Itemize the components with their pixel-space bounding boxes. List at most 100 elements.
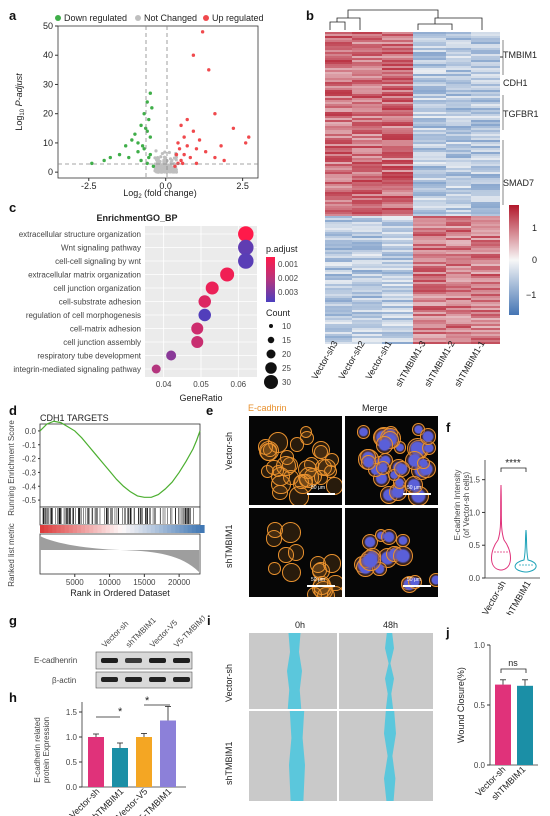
go-dot — [151, 364, 161, 374]
heatmap-cell — [382, 50, 413, 52]
point-down — [151, 164, 156, 169]
heatmap-cell — [382, 168, 413, 170]
heatmap-cell — [382, 312, 413, 314]
heatmap-cell — [413, 334, 446, 336]
heatmap-cell — [352, 120, 382, 122]
scalebar-label: 50 μm — [311, 485, 325, 491]
gsea-ylabel-top: Running Enrichment Score — [7, 420, 16, 516]
heatmap-cell — [382, 92, 413, 94]
heatmap-cell — [325, 174, 352, 176]
gsea-strip-cell — [113, 525, 119, 533]
heatmap-cell — [413, 278, 446, 280]
gsea-strip-cell — [150, 525, 156, 533]
heatmap-cell — [352, 136, 382, 138]
cell — [360, 454, 376, 471]
count-legend-title: Count — [266, 308, 291, 318]
heatmap-cell — [446, 124, 471, 126]
heatmap-cell — [325, 194, 352, 196]
panel-label-f: f — [446, 420, 451, 435]
heatmap-cell — [352, 336, 382, 338]
gsea-strip-cell — [195, 525, 201, 533]
heatmap-cell — [446, 262, 471, 264]
heatmap-cell — [413, 154, 446, 156]
row-label-shtmbim1: shTMBIM1 — [224, 524, 234, 568]
heatmap-cell — [325, 156, 352, 158]
heatmap-cell — [352, 168, 382, 170]
heatmap-cell — [471, 266, 500, 268]
heatmap-cell — [413, 330, 446, 332]
heatmap-cell — [352, 312, 382, 314]
heatmap-cell — [325, 104, 352, 106]
heatmap-cell — [382, 236, 413, 238]
heatmap-cell — [471, 74, 500, 76]
heatmap-cell — [325, 110, 352, 112]
heatmap-cell — [471, 200, 500, 202]
heatmap-cell — [413, 208, 446, 210]
point-not-changed — [167, 150, 171, 155]
cell — [280, 521, 301, 543]
heatmap-cell — [446, 114, 471, 116]
heatmap-cell — [413, 292, 446, 294]
cell — [375, 435, 394, 454]
cell — [393, 460, 411, 478]
gsea-ytick-label: -0.2 — [22, 455, 36, 464]
heatmap-cell — [446, 88, 471, 90]
colorbar-tick-low: −1 — [526, 290, 536, 300]
heatmap-cell — [352, 328, 382, 330]
heatmap-cell — [352, 36, 382, 38]
h-bar — [136, 737, 152, 787]
heatmap-cell — [446, 200, 471, 202]
heatmap-cell — [382, 38, 413, 40]
heatmap-cell — [413, 102, 446, 104]
sample-label-5: shTMBIM1-1 — [452, 339, 486, 389]
heatmap-cell — [413, 300, 446, 302]
heatmap-cell — [446, 226, 471, 228]
heatmap-cell — [413, 186, 446, 188]
heatmap-cell — [325, 112, 352, 114]
point-up — [176, 161, 180, 166]
heatmap-cell — [471, 160, 500, 162]
heatmap-cell — [413, 182, 446, 184]
heatmap-cell — [471, 264, 500, 266]
count-legend-dot — [267, 336, 275, 344]
point-down — [123, 144, 128, 148]
gsea-strip-cell — [175, 525, 180, 533]
heatmap-cell — [382, 40, 413, 42]
heatmap-cell — [446, 264, 471, 266]
heatmap-cell — [352, 284, 382, 286]
heatmap-cell — [471, 60, 500, 62]
heatmap-cell — [413, 124, 446, 126]
heatmap-cell — [413, 76, 446, 78]
padj-legend-title: p.adjust — [266, 244, 298, 254]
heatmap-cell — [352, 52, 382, 54]
gsea-xtick-label: 20000 — [168, 578, 191, 587]
point-not-changed — [158, 167, 162, 172]
heatmap-cells — [325, 32, 500, 344]
count-legend-dot — [266, 349, 276, 359]
heatmap-cell — [471, 256, 500, 258]
gsea-strip-cell — [200, 525, 205, 533]
heatmap-cell — [471, 320, 500, 322]
heatmap-cell — [382, 62, 413, 64]
heatmap-cell — [382, 70, 413, 72]
gsea-strip-cell — [85, 525, 90, 533]
count-legend-label: 25 — [282, 364, 291, 373]
heatmap-cell — [471, 288, 500, 290]
heatmap-cell — [325, 256, 352, 258]
heatmap-cell — [413, 284, 446, 286]
heatmap-cell — [471, 148, 500, 150]
go-xticks: 0.04 0.05 0.06 — [156, 380, 247, 389]
gsea-strip-cell — [130, 525, 135, 533]
heatmap-cell — [446, 162, 471, 164]
wb-row-ecad: E-cadhenrin — [34, 656, 77, 665]
gsea-xlabel: Rank in Ordered Dataset — [70, 588, 170, 598]
cell — [292, 473, 313, 494]
heatmap-cell — [382, 198, 413, 200]
heatmap-cell — [352, 250, 382, 252]
heatmap-cell — [413, 310, 446, 312]
heatmap-cell — [446, 128, 471, 130]
heatmap-cell — [446, 300, 471, 302]
heatmap-cell — [446, 270, 471, 272]
heatmap-cell — [413, 110, 446, 112]
heatmap-cell — [352, 172, 382, 174]
